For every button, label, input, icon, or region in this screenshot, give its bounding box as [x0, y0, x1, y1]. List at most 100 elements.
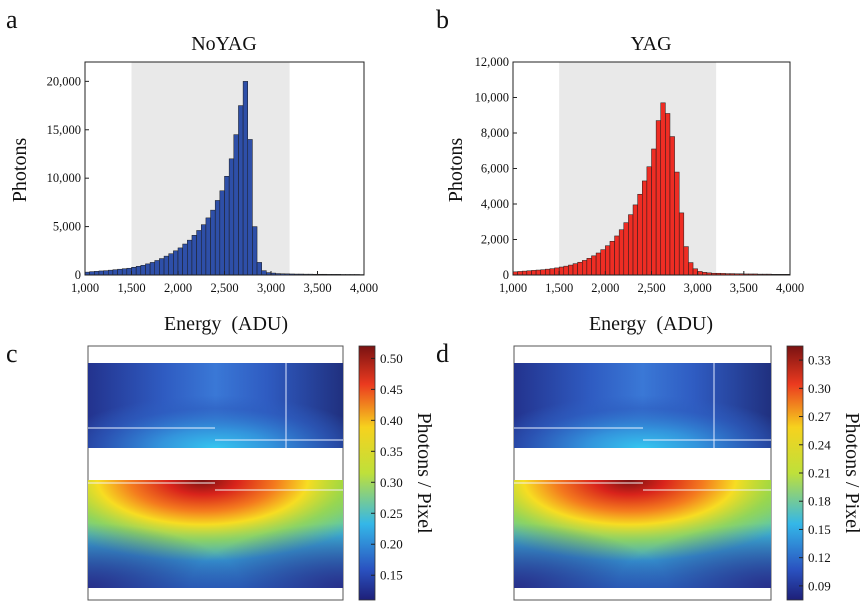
bar: [159, 259, 164, 275]
bar: [187, 240, 192, 275]
bar: [522, 271, 527, 275]
colorbar-tick-label: 0.30: [808, 381, 831, 396]
heatmap-d-bottom-module: [514, 480, 771, 588]
bar: [94, 271, 99, 275]
bar: [127, 268, 132, 275]
colorbar-tick-label: 0.25: [380, 506, 403, 521]
x-tick-label: 4,000: [776, 281, 804, 295]
histogram-yag: YAG Photons Energy (ADU) 1,000 1,500 2,000…: [445, 33, 804, 335]
y-tick-label: 15,000: [47, 123, 81, 137]
y-tick-label: 12,000: [475, 55, 509, 69]
bar: [605, 246, 610, 275]
colorbar-tick-label: 0.21: [808, 466, 831, 481]
bar: [545, 269, 550, 275]
bar: [164, 256, 169, 275]
bar: [531, 270, 536, 275]
bar: [155, 260, 160, 275]
bar: [624, 223, 629, 275]
bar: [229, 159, 234, 275]
bar: [225, 176, 230, 275]
bar: [670, 137, 675, 275]
x-tick-label: 4,000: [350, 281, 378, 295]
bar: [211, 210, 216, 275]
colorbar-tick-label: 0.24: [808, 437, 831, 452]
bar: [633, 205, 638, 275]
bar: [118, 269, 123, 275]
heatmap-noyag: 0.15 0.20 0.25 0.30 0.35 0.40 0.45 0.50 Photons…: [88, 346, 435, 600]
heatmap-yag: 0.09 0.12 0.15 0.18 0.21 0.24 0.27 0.30 0.33 Pho…: [514, 346, 862, 600]
y-tick-label: 6,000: [481, 162, 509, 176]
bar: [527, 271, 532, 275]
x-tick-label: 2,000: [164, 281, 192, 295]
bar: [90, 272, 95, 275]
bar: [178, 248, 183, 275]
x-tick-label: 3,500: [303, 281, 331, 295]
colorbar-tick-label: 0.45: [380, 382, 403, 397]
y-tick-label: 10,000: [475, 91, 509, 105]
y-tick-label: 2,000: [481, 233, 509, 247]
heatmap-d-top-module: [514, 363, 771, 448]
colorbar-tick-label: 0.50: [380, 351, 403, 366]
bar: [220, 191, 225, 275]
panel-letter-d: d: [436, 339, 449, 368]
y-tick-label: 8,000: [481, 126, 509, 140]
y-tick-label: 0: [75, 268, 81, 282]
bar: [638, 194, 643, 275]
colorbar-tick-label: 0.33: [808, 353, 831, 368]
bar: [550, 269, 555, 275]
bar: [169, 254, 174, 275]
bar: [652, 149, 657, 275]
panel-letter-a: a: [6, 5, 18, 34]
bar: [582, 260, 587, 275]
chart-a-xlabel: Energy (ADU): [164, 313, 288, 335]
bar: [145, 264, 150, 275]
bar: [610, 241, 615, 275]
bar: [587, 258, 592, 275]
bar: [615, 236, 620, 275]
colorbar-tick-label: 0.30: [380, 475, 403, 490]
bar: [578, 262, 583, 275]
chart-b-ylabel: Photons: [445, 138, 467, 203]
bar: [693, 269, 698, 275]
bar: [234, 135, 239, 275]
bar: [661, 103, 666, 275]
x-tick-label: 3,500: [730, 281, 758, 295]
colorbar-d-label: Photons / Pixel: [841, 412, 862, 534]
bar: [215, 200, 220, 275]
y-tick-label: 4,000: [481, 197, 509, 211]
bar: [601, 250, 606, 275]
colorbar-tick-label: 0.09: [808, 578, 831, 593]
bar: [248, 139, 253, 275]
y-tick-label: 20,000: [47, 74, 81, 88]
bar: [541, 270, 546, 275]
bar: [568, 265, 573, 275]
bar: [132, 267, 137, 275]
bar: [656, 121, 661, 275]
bar: [141, 265, 146, 275]
bar: [99, 271, 104, 275]
colorbar-tick-label: 0.15: [380, 568, 403, 583]
x-tick-label: 1,000: [499, 281, 527, 295]
bar: [642, 181, 647, 275]
panel-letter-b: b: [436, 5, 449, 34]
chart-a-ylabel: Photons: [9, 138, 31, 203]
bar: [257, 262, 262, 275]
bar: [688, 263, 693, 275]
panel-letter-c: c: [6, 339, 18, 368]
bar: [183, 244, 188, 275]
bar: [206, 218, 211, 275]
bar: [564, 266, 569, 275]
bar: [596, 253, 601, 275]
bar: [555, 268, 560, 275]
bar: [192, 235, 197, 275]
bar: [684, 247, 689, 275]
x-tick-label: 3,000: [257, 281, 285, 295]
bar: [559, 267, 564, 275]
bar: [518, 271, 523, 275]
bar: [536, 270, 541, 275]
colorbar-c-label: Photons / Pixel: [413, 412, 435, 534]
histogram-noyag: NoYAG Photons Energy (ADU) 1,000 1,500 2,0…: [9, 33, 378, 335]
bar: [665, 113, 670, 275]
bar: [262, 271, 267, 275]
